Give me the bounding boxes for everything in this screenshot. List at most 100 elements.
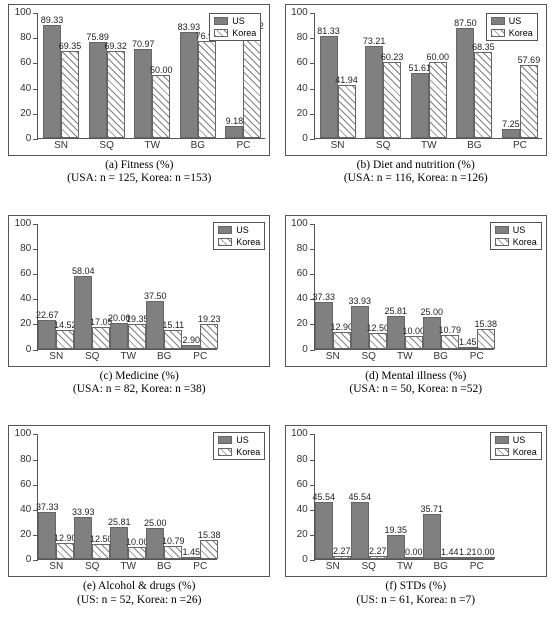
bar-value: 35.71 (420, 504, 443, 514)
ytick-label: 100 (15, 7, 32, 18)
bar-value: 7.25 (502, 119, 520, 129)
bar-value: 45.54 (348, 492, 371, 502)
panel-alcohol: 02040608010037.3312.90SN33.9312.50SQ25.8… (4, 425, 275, 632)
bar-group-sn: 89.3369.35 (43, 25, 79, 138)
bar-korea: 14.52 (56, 330, 74, 348)
bar-korea: 12.50 (92, 544, 110, 560)
ytick-label: 20 (297, 529, 308, 540)
legend-swatch (218, 238, 232, 246)
legend-swatch (495, 436, 509, 444)
legend-swatch (214, 17, 228, 25)
category-label: PC (459, 351, 495, 362)
plot-area: 02040608010037.3312.90SN33.9312.50SQ25.8… (314, 224, 494, 350)
bar-us: 9.18 (225, 126, 243, 138)
chart-medicine: 02040608010022.6714.52SN58.0417.05SQ20.0… (8, 215, 270, 367)
legend-row: US (218, 225, 260, 235)
bar-korea: 0.00 (477, 557, 495, 559)
bar-us: 35.71 (423, 514, 441, 559)
ytick-label: 60 (297, 479, 308, 490)
ytick-label: 60 (20, 268, 31, 279)
bar-value: 58.04 (72, 266, 95, 276)
bar-us: 83.93 (180, 32, 198, 138)
ytick-label: 0 (302, 133, 308, 144)
category-label: BG (146, 561, 182, 572)
bar-value: 69.32 (104, 41, 127, 51)
bar-us: 45.54 (351, 502, 369, 559)
bar-group-bg: 25.0010.79 (146, 528, 182, 560)
legend-label: US (236, 225, 249, 235)
caption: (d) Mental illness (%)(USA: n = 50, Kore… (349, 370, 482, 396)
legend-swatch (214, 29, 228, 37)
bar-value: 19.23 (198, 314, 221, 324)
plot-area: 02040608010037.3312.90SN33.9312.50SQ25.8… (37, 434, 217, 560)
bar-us: 81.33 (320, 36, 338, 138)
panel-medicine: 02040608010022.6714.52SN58.0417.05SQ20.0… (4, 215, 275, 422)
legend-swatch (218, 448, 232, 456)
legend-row: Korea (218, 237, 260, 247)
bar-value: 68.35 (472, 42, 495, 52)
bar-group-sn: 45.542.27 (315, 502, 351, 559)
bar-value: 25.00 (144, 518, 167, 528)
legend-row: US (491, 16, 533, 26)
category-label: PC (182, 351, 218, 362)
bar-value: 12.50 (366, 323, 389, 333)
ytick-label: 60 (297, 268, 308, 279)
bar-us: 45.54 (315, 502, 333, 559)
bar-us: 1.45 (459, 347, 477, 349)
bar-korea: 69.32 (107, 51, 125, 138)
caption-subtitle: (USA: n = 50, Korea: n =52) (349, 383, 482, 396)
ytick-label: 80 (20, 243, 31, 254)
ytick-label: 80 (297, 32, 308, 43)
ytick-label: 20 (20, 529, 31, 540)
bar-value: 37.33 (36, 502, 59, 512)
legend-row: US (495, 435, 537, 445)
bar-value: 69.35 (59, 41, 82, 51)
legend-row: US (495, 225, 537, 235)
legend-label: Korea (236, 447, 260, 457)
ytick-label: 40 (297, 504, 308, 515)
bar-group-bg: 25.0010.79 (423, 317, 459, 349)
bar-group-tw: 20.0019.35 (110, 323, 146, 348)
ytick-label: 80 (297, 454, 308, 465)
ytick-label: 60 (20, 57, 31, 68)
bar-value: 60.00 (426, 52, 449, 62)
caption: (e) Alcohol & drugs (%)(US: n = 52, Kore… (77, 580, 201, 606)
ytick-label: 40 (20, 504, 31, 515)
category-label: SN (315, 351, 351, 362)
charts-grid: 02040608010089.3369.35SN75.8969.32SQ70.9… (0, 0, 555, 634)
legend: USKorea (209, 13, 261, 41)
bar-group-pc: 9.1884.62 (225, 31, 261, 138)
plot-area: 02040608010022.6714.52SN58.0417.05SQ20.0… (37, 224, 217, 350)
bar-us: 2.90 (182, 345, 200, 349)
bar-us: 75.89 (89, 42, 107, 138)
legend-swatch (218, 226, 232, 234)
bar-group-pc: 2.9019.23 (182, 324, 218, 348)
bar-value: 33.93 (348, 296, 371, 306)
legend-row: Korea (218, 447, 260, 457)
category-label: SQ (351, 351, 387, 362)
bar-korea: 12.90 (333, 332, 351, 348)
category-label: SN (38, 561, 74, 572)
category-label: TW (387, 561, 423, 572)
bar-value: 57.69 (518, 55, 541, 65)
legend-label: US (509, 16, 522, 26)
bar-value: 25.00 (420, 307, 443, 317)
caption: (f) STDs (%)(US: n = 61, Korea: n =7) (356, 580, 475, 606)
caption-subtitle: (US: n = 52, Korea: n =26) (77, 594, 201, 607)
category-label: PC (182, 561, 218, 572)
bar-value: 19.35 (384, 525, 407, 535)
ytick-label: 100 (291, 428, 308, 439)
bar-us: 7.25 (502, 129, 520, 138)
category-label: BG (423, 561, 459, 572)
bar-value: 12.90 (330, 322, 353, 332)
bar-group-sn: 37.3312.90 (38, 512, 74, 559)
bar-korea: 15.11 (164, 330, 182, 349)
bar-group-tw: 25.8110.00 (110, 527, 146, 560)
bar-group-bg: 87.5068.35 (456, 28, 492, 138)
legend-row: Korea (495, 237, 537, 247)
category-label: SQ (365, 140, 401, 151)
caption-subtitle: (USA: n = 125, Korea: n =153) (67, 172, 211, 185)
bar-korea: 10.79 (441, 335, 459, 349)
bar-value: 12.50 (90, 534, 113, 544)
bar-group-pc: 1.4515.38 (459, 329, 495, 348)
